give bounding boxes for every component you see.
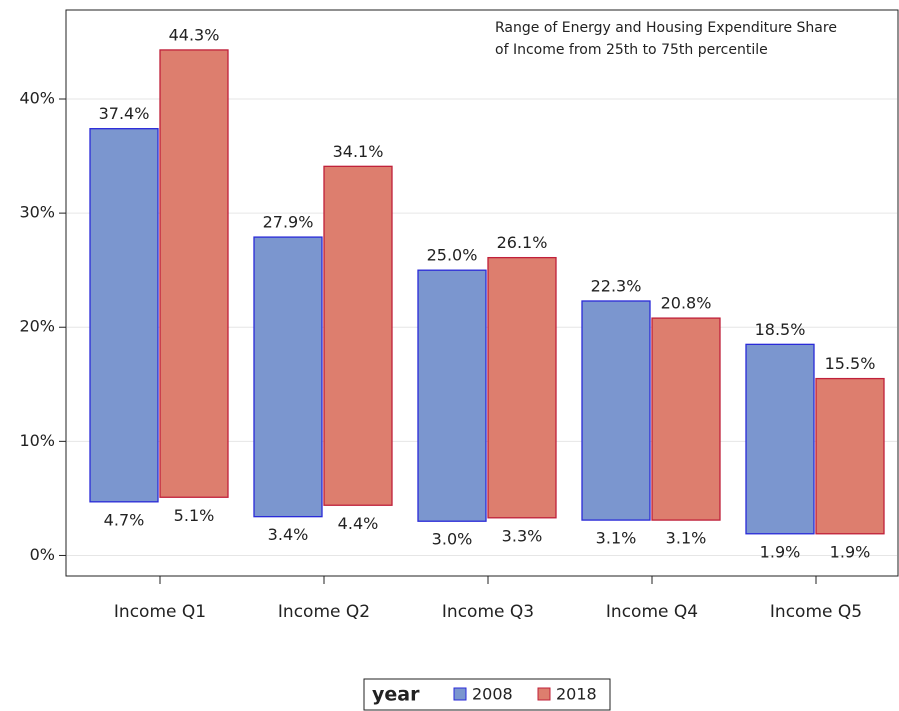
value-label: 3.1% — [596, 529, 637, 548]
legend-title: year — [372, 684, 420, 706]
plot-frame — [65, 9, 899, 577]
bar — [815, 377, 885, 535]
annotation: of Income from 25th to 75th percentile — [495, 42, 768, 58]
x-tick-label: Income Q4 — [606, 602, 698, 622]
bar — [581, 300, 651, 521]
bar — [745, 343, 815, 535]
x-tick-label: Income Q2 — [278, 602, 370, 622]
value-label: 18.5% — [755, 320, 806, 339]
x-tick-label: Income Q1 — [114, 602, 206, 622]
value-label: 4.4% — [338, 514, 379, 533]
bar — [417, 269, 487, 522]
bar — [253, 236, 323, 518]
value-label: 44.3% — [169, 25, 220, 44]
y-tick-label: 30% — [19, 203, 55, 222]
value-label: 3.1% — [666, 529, 707, 548]
bar — [89, 128, 159, 503]
x-tick-label: Income Q3 — [442, 602, 534, 622]
legend-swatch — [537, 687, 551, 701]
bar — [323, 165, 393, 506]
value-label: 25.0% — [427, 246, 478, 265]
y-tick-label: 20% — [19, 317, 55, 336]
y-tick-label: 0% — [30, 545, 55, 564]
value-label: 3.0% — [432, 530, 473, 549]
value-label: 1.9% — [830, 542, 871, 561]
y-tick-label: 10% — [19, 431, 55, 450]
value-label: 37.4% — [99, 104, 150, 123]
value-label: 3.3% — [502, 526, 543, 545]
value-label: 20.8% — [661, 294, 712, 313]
value-label: 1.9% — [760, 542, 801, 561]
value-label: 5.1% — [174, 506, 215, 525]
legend-frame — [363, 678, 611, 711]
y-tick-label: 40% — [19, 89, 55, 108]
x-tick-label: Income Q5 — [770, 602, 862, 622]
value-label: 27.9% — [263, 213, 314, 232]
legend-label: 2018 — [556, 685, 597, 704]
value-label: 4.7% — [104, 510, 145, 529]
bar — [159, 49, 229, 498]
value-label: 3.4% — [268, 525, 309, 544]
legend-label: 2008 — [472, 685, 513, 704]
value-label: 34.1% — [333, 142, 384, 161]
value-label: 26.1% — [497, 233, 548, 252]
value-label: 22.3% — [591, 276, 642, 295]
bar — [487, 256, 557, 519]
bar — [651, 317, 721, 521]
annotation: Range of Energy and Housing Expenditure … — [495, 20, 837, 36]
value-label: 15.5% — [825, 354, 876, 373]
legend-swatch — [453, 687, 467, 701]
